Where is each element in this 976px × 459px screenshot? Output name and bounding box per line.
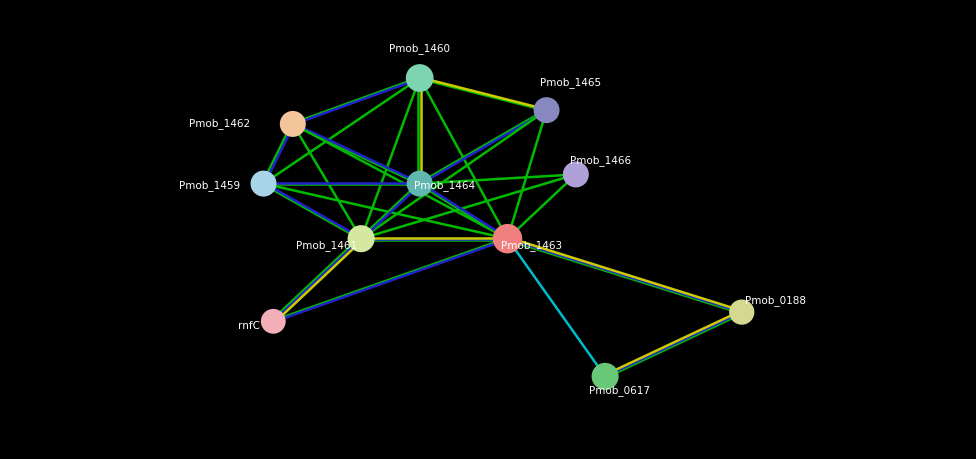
Point: [500, 235, 515, 242]
Point: [285, 120, 301, 128]
Point: [412, 180, 427, 187]
Text: Pmob_1459: Pmob_1459: [180, 180, 240, 191]
Text: Pmob_0188: Pmob_0188: [746, 295, 806, 306]
Text: Pmob_1460: Pmob_1460: [389, 43, 450, 54]
Point: [539, 106, 554, 114]
Point: [734, 308, 750, 316]
Text: rnfC: rnfC: [238, 321, 260, 331]
Point: [597, 373, 613, 380]
Text: Pmob_1464: Pmob_1464: [414, 180, 474, 191]
Text: Pmob_1465: Pmob_1465: [541, 77, 601, 88]
Text: Pmob_1462: Pmob_1462: [189, 118, 250, 129]
Point: [256, 180, 271, 187]
Point: [568, 171, 584, 178]
Point: [265, 318, 281, 325]
Text: Pmob_1461: Pmob_1461: [297, 240, 357, 251]
Text: Pmob_0617: Pmob_0617: [590, 385, 650, 396]
Text: Pmob_1466: Pmob_1466: [570, 155, 630, 166]
Point: [353, 235, 369, 242]
Point: [412, 74, 427, 82]
Text: Pmob_1463: Pmob_1463: [502, 240, 562, 251]
